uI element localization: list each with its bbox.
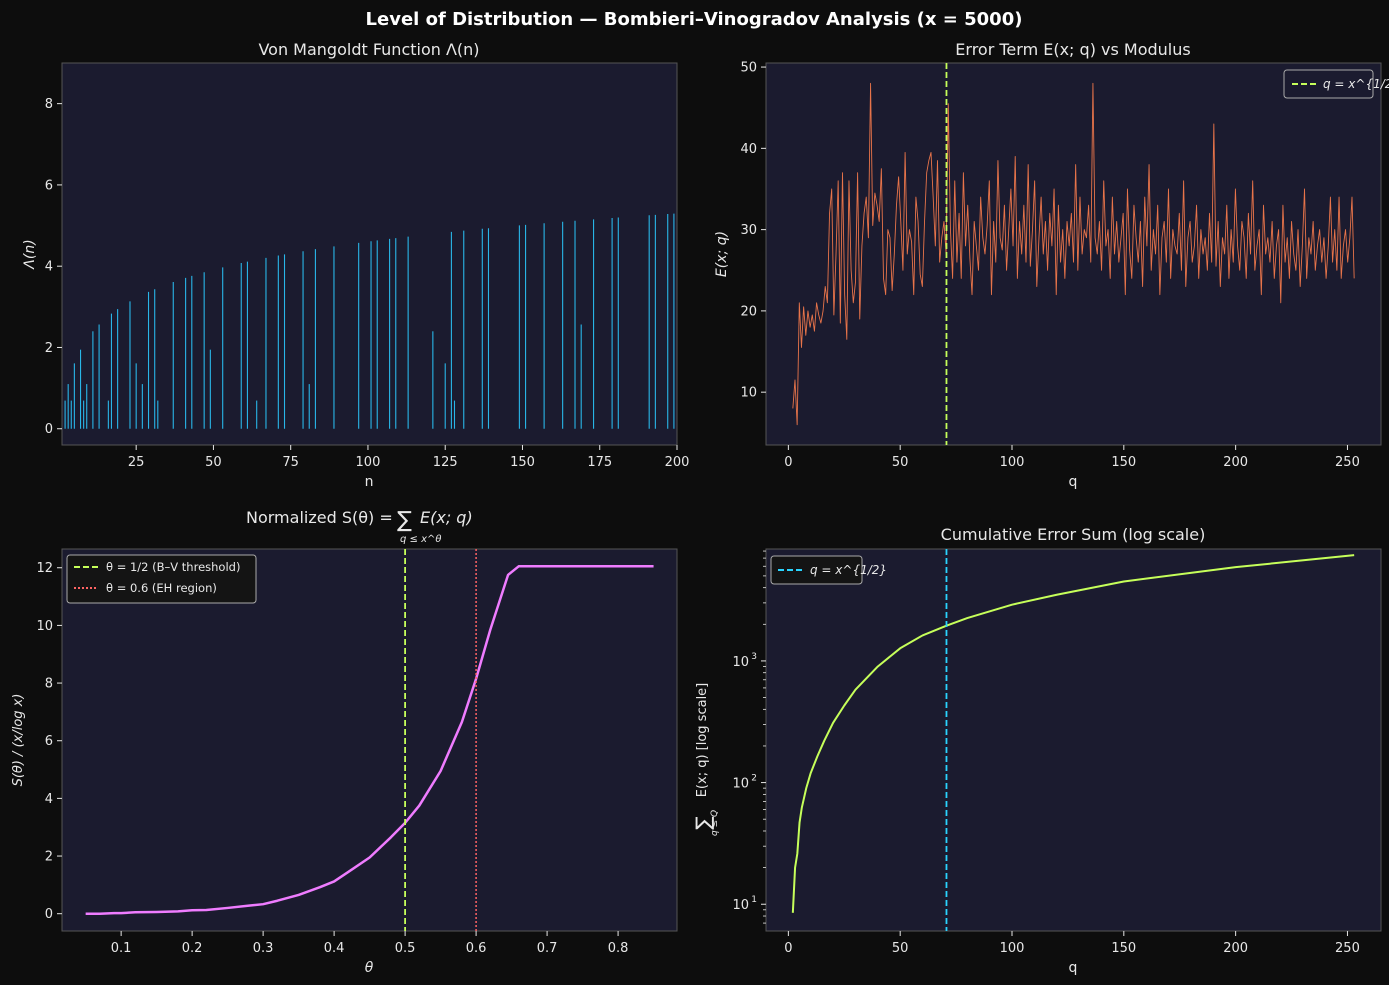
title-prefix: Normalized S(θ) = [246, 508, 393, 527]
legend-label-bv: θ = 1/2 (B–V threshold) [106, 560, 240, 574]
x-tick-label: 0.6 [466, 941, 487, 956]
x-tick-label: 50 [205, 455, 222, 470]
x-tick-label: 250 [1335, 455, 1360, 470]
title-error-term: Error Term E(x; q) vs Modulus [955, 40, 1190, 59]
legend-box [1283, 69, 1374, 99]
xlabel-error-term: q [1069, 474, 1078, 490]
title-sum-subscript: q ≤ x^θ [400, 534, 442, 545]
y-tick-label: 50 [740, 61, 757, 76]
panel-normalized-s: 0.1 0.2 0.3 0.4 0.5 0.6 0.7 0.8 0 2 4 6 8 10 12 Normal… [11, 508, 678, 976]
plot-error-term [792, 63, 1355, 445]
x-tick-label: 0.8 [608, 941, 629, 956]
y-tick-exponent: 1 [751, 895, 757, 905]
y-tick-label: 4 [45, 792, 53, 807]
legend-error-term: q = x^{1/2} [1283, 69, 1389, 99]
ylabel-sum-subscript: q ≤ Q [710, 810, 720, 836]
y-tick-label: 12 [36, 561, 53, 576]
y-tick-label: 6 [45, 734, 53, 749]
xlabel-von-mangoldt: n [365, 474, 374, 490]
x-tick-label: 150 [1111, 941, 1136, 956]
title-cumulative: Cumulative Error Sum (log scale) [941, 525, 1206, 544]
ylabel-error-term: E(x; q) [714, 231, 730, 277]
legend-normalized-s: θ = 1/2 (B–V threshold) θ = 0.6 (EH regi… [66, 554, 257, 604]
legend-box [770, 555, 863, 585]
y-tick-label: 6 [45, 178, 53, 193]
plot-cumulative [791, 549, 1355, 931]
xlabel-cumulative: q [1069, 960, 1078, 976]
y-tick-label: 2 [45, 341, 53, 356]
x-tick-label: 250 [1335, 941, 1360, 956]
x-tick-label: 0 [784, 941, 792, 956]
legend-cumulative: q = x^{1/2} [770, 555, 887, 585]
x-tick-label: 25 [128, 455, 145, 470]
x-tick-label: 0.3 [253, 941, 274, 956]
y-tick-label: 10 [36, 619, 53, 634]
ylabel-cumulative: ∑ q ≤ Q E(x; q) [log scale] [691, 683, 720, 836]
x-tick-label: 0.2 [182, 941, 203, 956]
x-tick-label: 100 [356, 455, 381, 470]
ticks-normalized-s: 0.1 0.2 0.3 0.4 0.5 0.6 0.7 0.8 0 2 4 6 8 10 12 [36, 561, 628, 956]
x-tick-label: 200 [665, 455, 690, 470]
x-tick-label: 50 [892, 455, 909, 470]
legend-label-cumulative: q = x^{1/2} [810, 563, 887, 577]
x-tick-label: 100 [1000, 941, 1025, 956]
y-tick-exponent: 2 [751, 774, 757, 784]
x-tick-label: 200 [1223, 941, 1248, 956]
stems-von-mangoldt [64, 213, 675, 429]
ylabel-von-mangoldt: Λ(n) [22, 239, 38, 269]
y-tick-label: 8 [45, 677, 53, 692]
x-tick-label: 0.1 [111, 941, 132, 956]
panel-von-mangoldt: 25 50 75 100 125 150 175 200 0 2 4 6 8 Von Mangoldt … [22, 40, 689, 490]
plot-normalized-s [85, 549, 654, 931]
y-tick-label: 2 [45, 850, 53, 865]
y-tick-label: 0 [45, 422, 53, 437]
cumulative-line [791, 554, 1355, 913]
axes-cumulative [765, 548, 1382, 932]
y-tick-label: 0 [45, 907, 53, 922]
x-tick-label: 100 [1000, 455, 1025, 470]
x-tick-label: 75 [282, 455, 299, 470]
normalized-s-line [85, 565, 654, 915]
y-tick-label: 8 [45, 97, 53, 112]
y-tick-label: 20 [740, 304, 757, 319]
title-sum-sign: ∑ [397, 508, 412, 533]
title-normalized-s: Normalized S(θ) = ∑ q ≤ x^θ E(x; q) [246, 508, 473, 545]
y-tick-label: 10 [732, 777, 749, 792]
y-tick-label: 30 [740, 223, 757, 238]
panel-error-term: 0 50 100 150 200 250 10 20 30 40 50 Error Term E(x… [714, 40, 1389, 490]
x-tick-label: 0.5 [395, 941, 416, 956]
x-tick-label: 175 [587, 455, 612, 470]
y-tick-label: 10 [740, 386, 757, 401]
ticks-von-mangoldt: 25 50 75 100 125 150 175 200 0 2 4 6 8 [45, 97, 690, 470]
ylabel-text: E(x; q) [log scale] [695, 683, 710, 798]
x-tick-label: 150 [510, 455, 535, 470]
x-tick-label: 50 [892, 941, 909, 956]
legend-label-error-term: q = x^{1/2} [1323, 77, 1389, 91]
legend-box [66, 554, 257, 604]
title-von-mangoldt: Von Mangoldt Function Λ(n) [258, 40, 479, 59]
figure-suptitle: Level of Distribution — Bombieri–Vinogra… [366, 9, 1023, 30]
xlabel-normalized-s: θ [365, 960, 374, 976]
y-tick-label: 10 [732, 655, 749, 670]
x-tick-label: 0.7 [537, 941, 558, 956]
ylabel-normalized-s: S(θ) / (x/log x) [11, 694, 26, 787]
ylabel-sum-sign: ∑ [691, 816, 715, 830]
x-tick-label: 125 [433, 455, 458, 470]
x-tick-label: 0.4 [324, 941, 345, 956]
x-tick-label: 0 [784, 455, 792, 470]
axes-normalized-s [61, 548, 678, 932]
y-tick-label: 4 [45, 260, 53, 275]
y-tick-label: 10 [732, 898, 749, 913]
x-tick-label: 200 [1223, 455, 1248, 470]
y-tick-exponent: 3 [751, 652, 757, 662]
legend-label-eh: θ = 0.6 (EH region) [106, 581, 217, 595]
title-suffix: E(x; q) [420, 508, 473, 527]
error-term-line [792, 82, 1355, 426]
ticks-error-term: 0 50 100 150 200 250 10 20 30 40 50 [740, 61, 1359, 470]
y-tick-label: 40 [740, 142, 757, 157]
x-tick-label: 150 [1111, 455, 1136, 470]
